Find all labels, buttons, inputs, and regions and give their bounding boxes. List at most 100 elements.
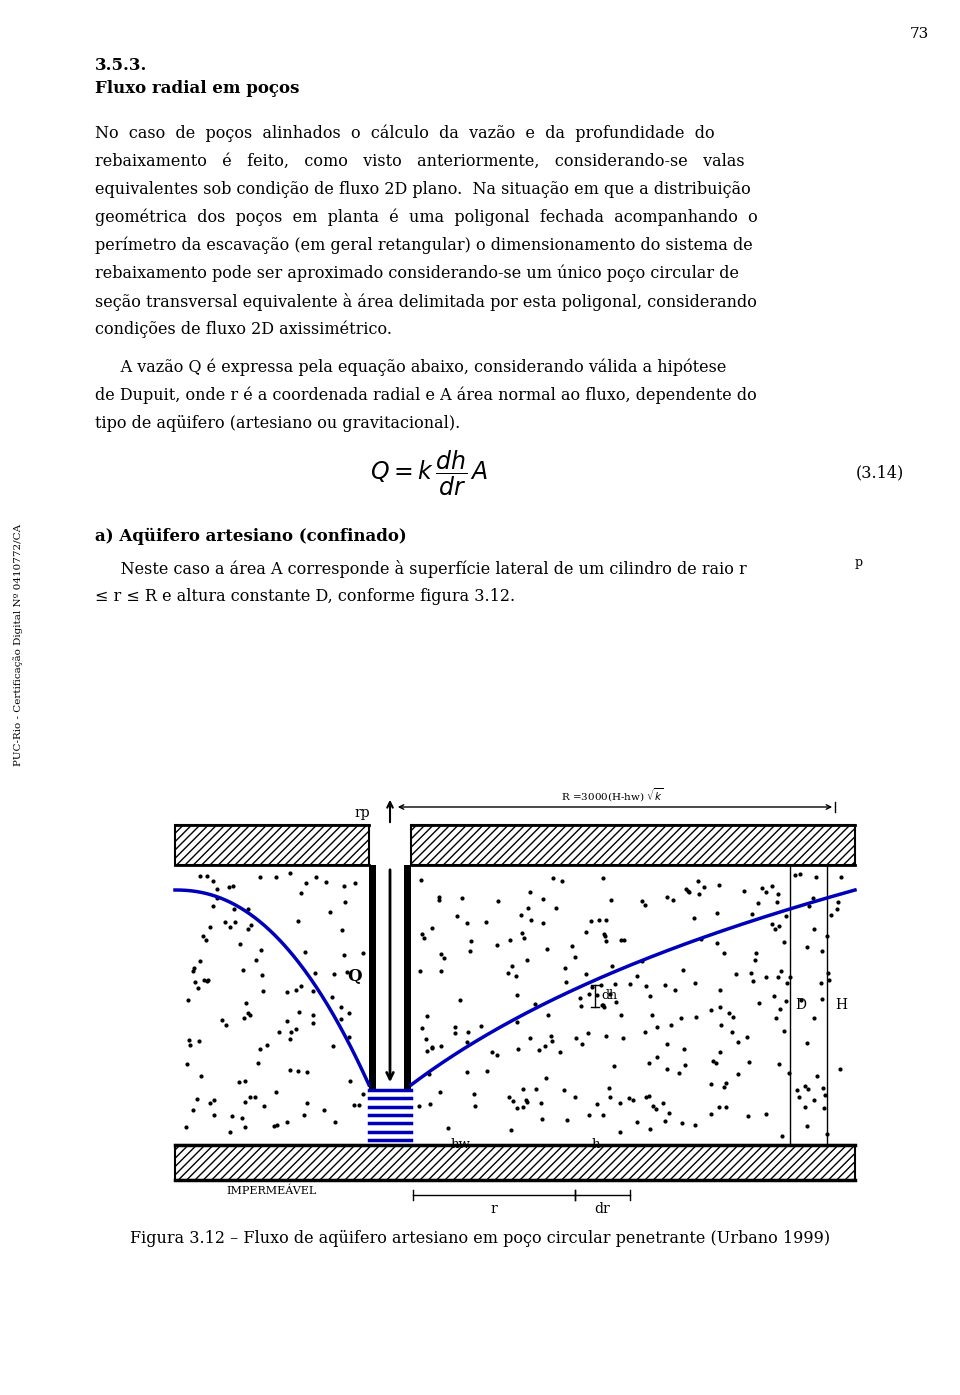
Point: [771, 915, 786, 937]
Point: [289, 978, 304, 1000]
Point: [663, 1014, 679, 1036]
Point: [449, 904, 465, 926]
Point: [742, 1050, 757, 1073]
Point: [307, 963, 323, 985]
Point: [815, 1077, 830, 1099]
Point: [764, 875, 780, 897]
Point: [658, 1109, 673, 1131]
Text: $Q = k\,\dfrac{dh}{dr}\,A$: $Q = k\,\dfrac{dh}{dr}\,A$: [370, 448, 489, 498]
Point: [300, 1060, 315, 1083]
Point: [412, 960, 427, 982]
Point: [214, 1009, 229, 1031]
Point: [179, 1116, 194, 1138]
Point: [706, 1049, 721, 1071]
Point: [203, 917, 218, 939]
Point: [579, 921, 594, 943]
Point: [240, 918, 255, 940]
Point: [649, 1016, 664, 1038]
Point: [235, 958, 251, 981]
Point: [717, 1076, 732, 1098]
Point: [809, 1064, 825, 1087]
Point: [511, 1038, 526, 1060]
Point: [758, 965, 774, 988]
Point: [722, 1002, 737, 1024]
Point: [536, 889, 551, 911]
Point: [337, 891, 352, 914]
Point: [817, 1084, 832, 1106]
Point: [193, 1066, 208, 1088]
Point: [580, 1023, 595, 1045]
Point: [290, 1060, 305, 1083]
Point: [743, 963, 758, 985]
Point: [749, 942, 764, 964]
Point: [340, 961, 355, 983]
Point: [342, 1027, 357, 1049]
Point: [766, 985, 781, 1007]
Point: [355, 1083, 371, 1105]
Point: [343, 1070, 358, 1092]
Point: [540, 1003, 556, 1025]
Text: dr: dr: [594, 1202, 611, 1216]
Point: [616, 929, 632, 951]
Point: [771, 1053, 786, 1076]
Point: [793, 862, 808, 884]
Point: [814, 988, 829, 1010]
Text: tipo de aqüifero (artesiano ou gravitacional).: tipo de aqüifero (artesiano ou gravitaci…: [95, 414, 460, 432]
Point: [567, 946, 583, 968]
Text: a) Aqüifero artesiano (confinado): a) Aqüifero artesiano (confinado): [95, 527, 407, 545]
Point: [424, 1035, 440, 1057]
Point: [787, 864, 803, 886]
Point: [515, 922, 530, 944]
Point: [282, 1059, 298, 1081]
Point: [660, 1032, 675, 1055]
Point: [524, 910, 540, 932]
Point: [440, 1117, 455, 1140]
Point: [711, 1096, 727, 1119]
Point: [249, 949, 264, 971]
Point: [468, 1095, 483, 1117]
Point: [504, 954, 519, 976]
Point: [209, 877, 225, 900]
Point: [253, 939, 269, 961]
Point: [615, 1027, 631, 1049]
Point: [703, 1103, 718, 1126]
Point: [777, 1020, 792, 1042]
Point: [348, 872, 363, 894]
Point: [544, 1030, 560, 1052]
Point: [422, 1092, 438, 1115]
Point: [667, 979, 683, 1002]
Point: [625, 1089, 640, 1112]
Text: No  caso  de  poços  alinhados  o  cálculo  da  vazão  e  da  profundidade  do: No caso de poços alinhados o cálculo da …: [95, 126, 714, 142]
Point: [244, 914, 259, 936]
Point: [832, 1057, 848, 1080]
Point: [225, 875, 240, 897]
Point: [351, 1094, 367, 1116]
Point: [196, 970, 211, 992]
Text: geométrica  dos  poços  em  planta  é  uma  poligonal  fechada  acompanhando  o: geométrica dos poços em planta é uma pol…: [95, 209, 757, 226]
Point: [199, 865, 214, 887]
Point: [585, 975, 600, 997]
Point: [567, 1085, 583, 1108]
Point: [279, 1110, 295, 1133]
Point: [744, 903, 759, 925]
Point: [833, 866, 849, 889]
Point: [596, 1105, 612, 1127]
Point: [593, 974, 609, 996]
Point: [757, 1102, 773, 1124]
Point: [712, 1041, 728, 1063]
Text: Q: Q: [348, 968, 362, 985]
Point: [789, 1080, 804, 1102]
Point: [806, 1088, 822, 1110]
Point: [187, 971, 203, 993]
Point: [515, 1095, 530, 1117]
Text: r: r: [491, 1202, 497, 1216]
Point: [813, 972, 828, 995]
Point: [191, 976, 206, 999]
Point: [527, 993, 542, 1016]
Point: [604, 889, 619, 911]
Point: [681, 882, 696, 904]
Point: [240, 897, 255, 919]
Point: [829, 898, 845, 921]
Point: [503, 1119, 518, 1141]
Point: [777, 930, 792, 953]
